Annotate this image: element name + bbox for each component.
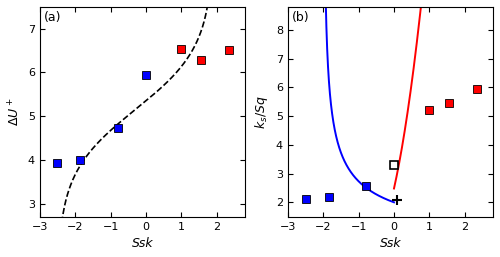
X-axis label: Ssk: Ssk — [132, 237, 153, 250]
Y-axis label: $\Delta U^+$: $\Delta U^+$ — [7, 97, 22, 126]
Text: (b): (b) — [292, 11, 310, 24]
X-axis label: Ssk: Ssk — [380, 237, 402, 250]
Y-axis label: $k_s/Sq$: $k_s/Sq$ — [254, 95, 270, 129]
Text: (a): (a) — [44, 11, 62, 24]
